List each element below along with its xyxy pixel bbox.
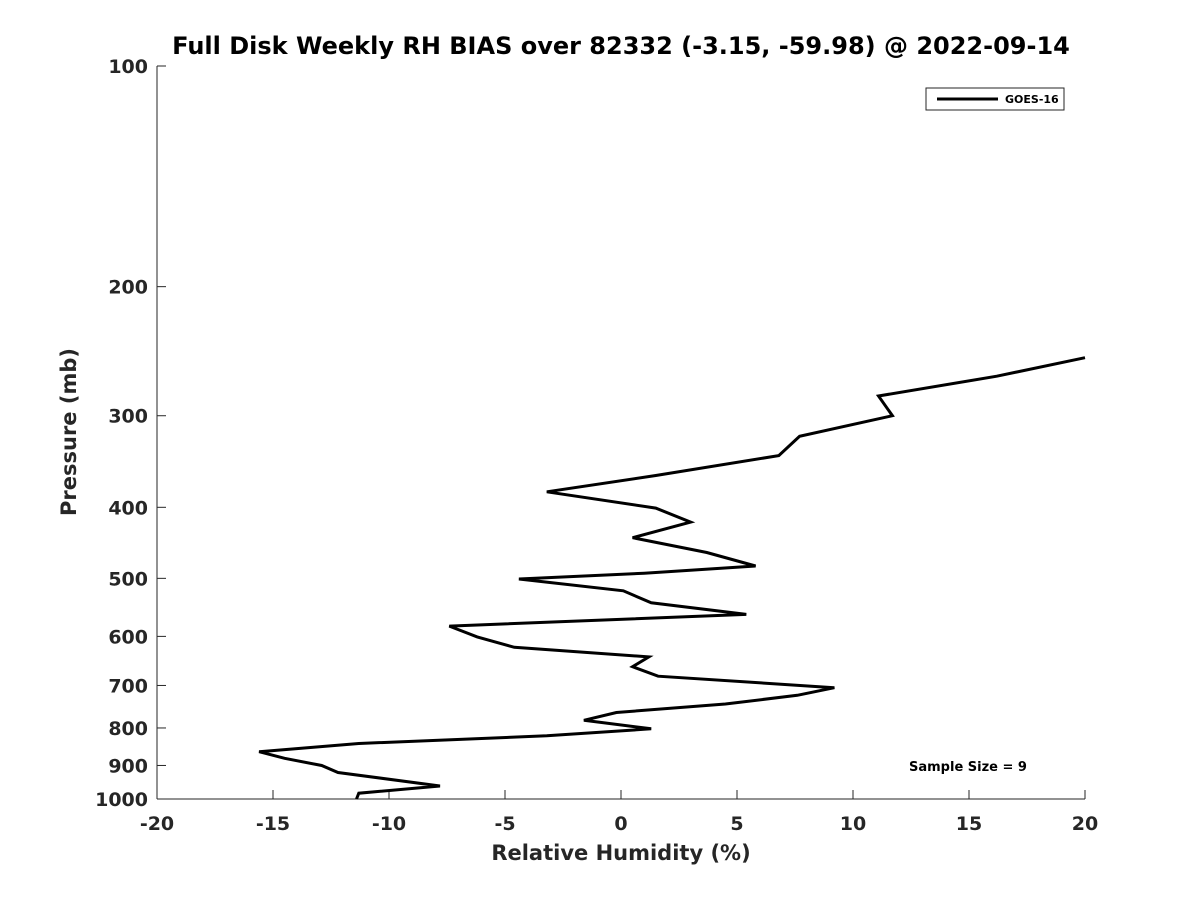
axes-layer: -20 -15 -10 -5 0 5 10 15 20 100 200 300 400 500 600 700… [95, 56, 1098, 835]
y-tick-label: 300 [108, 406, 148, 428]
y-tick-label: 400 [108, 497, 148, 519]
y-axis-label: Pressure (mb) [57, 348, 81, 516]
sample-size-annotation: Sample Size = 9 [909, 760, 1027, 775]
x-tick-label: -20 [140, 813, 174, 835]
x-tick-label: 5 [730, 813, 743, 835]
y-tick-label: 1000 [95, 789, 148, 811]
x-axis-label: Relative Humidity (%) [491, 841, 750, 865]
x-tick-label: 15 [956, 813, 982, 835]
series-line-goes-16 [258, 356, 1086, 800]
x-tick-label: -15 [256, 813, 290, 835]
x-tick-label: 10 [840, 813, 866, 835]
y-tick-label: 800 [108, 718, 148, 740]
y-tick-label: 200 [108, 277, 148, 299]
x-tick-label: -10 [372, 813, 406, 835]
series-layer [258, 356, 1086, 800]
x-tick-label: 20 [1072, 813, 1098, 835]
y-tick-label: 600 [108, 626, 148, 648]
legend: GOES-16 [925, 87, 1065, 111]
x-tick-label: 0 [614, 813, 627, 835]
chart-title: Full Disk Weekly RH BIAS over 82332 (-3.… [172, 32, 1070, 60]
y-tick-label: 100 [108, 56, 148, 78]
legend-label-goes-16: GOES-16 [1005, 93, 1059, 106]
y-tick-label: 900 [108, 755, 148, 777]
x-tick-label: -5 [494, 813, 515, 835]
plot-area [157, 66, 1085, 799]
y-tick-label: 700 [108, 675, 148, 697]
y-tick-label: 500 [108, 568, 148, 590]
